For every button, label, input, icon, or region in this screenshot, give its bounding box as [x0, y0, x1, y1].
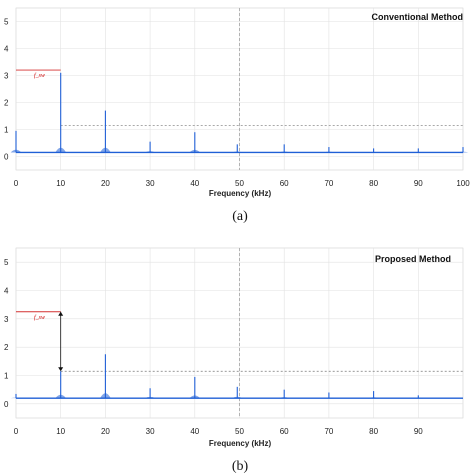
x-tick-label: 70 [324, 179, 333, 188]
x-tick-label: 100 [456, 179, 470, 188]
x-tick-label: 90 [414, 427, 423, 436]
figure-caption: (a) [232, 209, 248, 224]
x-tick-label: 20 [101, 179, 110, 188]
y-tick-label: 3 [4, 72, 9, 81]
y-tick-label: 1 [4, 126, 9, 135]
y-tick-label: 1 [4, 372, 9, 381]
chart-title: Conventional Method [372, 12, 464, 22]
arrow-head [58, 367, 64, 372]
x-axis-label: Frequency (kHz) [209, 439, 272, 448]
x-tick-label: 70 [324, 427, 333, 436]
y-tick-label: 3 [4, 315, 9, 324]
y-tick-label: 0 [4, 400, 9, 409]
x-tick-label: 30 [146, 427, 155, 436]
x-tick-label: 40 [190, 427, 199, 436]
x-tick-label: 80 [369, 179, 378, 188]
y-tick-label: 5 [4, 18, 9, 27]
x-axis-label: Frequency (kHz) [209, 189, 272, 198]
y-tick-label: 5 [4, 258, 9, 267]
y-tick-label: 2 [4, 99, 9, 108]
x-tick-label: 50 [235, 179, 244, 188]
x-tick-label: 90 [414, 179, 423, 188]
x-tick-label: 60 [280, 427, 289, 436]
x-tick-label: 60 [280, 179, 289, 188]
panel-a: f_sw 0 10 20 30 40 50 60 70 80 90 100 0 1 2 3 4 5 Conven… [4, 7, 470, 224]
chart-title: Proposed Method [375, 254, 451, 264]
x-tick-label: 0 [14, 179, 19, 188]
x-tick-label: 50 [235, 427, 244, 436]
arrow-head [58, 311, 64, 316]
figure-caption: (b) [232, 459, 249, 474]
x-tick-label: 40 [190, 179, 199, 188]
fsw-label: f_sw [34, 72, 45, 79]
y-tick-label: 2 [4, 343, 9, 352]
x-tick-label: 30 [146, 179, 155, 188]
y-tick-label: 4 [4, 45, 9, 54]
x-tick-label: 0 [14, 427, 19, 436]
y-tick-label: 0 [4, 153, 9, 162]
x-tick-label: 20 [101, 427, 110, 436]
fsw-label: f_sw [34, 314, 45, 321]
x-tick-label: 80 [369, 427, 378, 436]
panel-b: f_sw 0 10 20 30 40 50 60 70 80 90 0 1 2 3 4 5 Proposed … [4, 247, 464, 474]
x-tick-label: 10 [56, 179, 65, 188]
y-tick-label: 4 [4, 287, 9, 296]
x-tick-label: 10 [56, 427, 65, 436]
